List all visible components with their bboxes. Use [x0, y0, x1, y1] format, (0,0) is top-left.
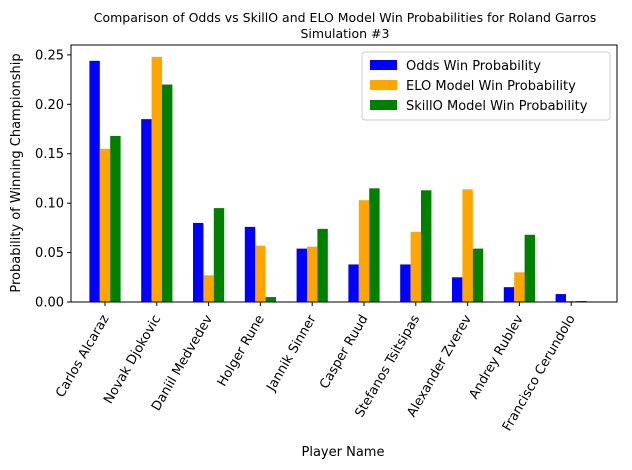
bar-1-1: [89, 60, 100, 302]
chart-subtitle: Simulation #3: [301, 26, 390, 41]
y-tick-label-4: 0.15: [35, 147, 64, 162]
x-tick-label-5: Jannik Sinner: [264, 312, 320, 395]
x-axis-label: Player Name: [302, 445, 385, 460]
x-tick-label-4: Holger Rune: [215, 313, 268, 390]
bar-3-7: [421, 190, 432, 302]
x-tick-label-1: Carlos Alcaraz: [53, 312, 112, 400]
plot-frame: [70, 44, 618, 303]
bar-1-2: [141, 119, 152, 302]
bar-2-4: [255, 245, 266, 302]
bar-1-4: [244, 226, 256, 302]
bar-3-9: [524, 234, 535, 302]
bar-1-6: [348, 264, 359, 302]
x-tick-label-2: Novak Djokovic: [101, 313, 164, 407]
bar-1-8: [452, 277, 463, 302]
legend-label-1: Odds Win Probability: [406, 59, 541, 74]
bar-2-7: [410, 231, 421, 302]
legend-box: [361, 51, 611, 121]
y-tick-label-6: 0.25: [35, 48, 64, 63]
bar-3-8: [472, 248, 484, 302]
bar-1-5: [296, 248, 307, 302]
y-tick-label-2: 0.05: [35, 246, 64, 261]
legend: Odds Win Probability ELO Model Win Probab…: [361, 51, 611, 121]
bar-3-2: [162, 84, 173, 302]
y-tick-label-1: 0.00: [35, 296, 64, 311]
bar-2-2: [151, 56, 162, 302]
y-tick-label-5: 0.20: [35, 98, 64, 113]
bar-3-1: [110, 135, 121, 302]
bar-2-5: [307, 246, 318, 302]
bar-1-3: [193, 222, 204, 302]
legend-swatch-3: [370, 100, 397, 110]
bar-1-9: [503, 287, 515, 302]
chart-title: Comparison of Odds vs SkillO and ELO Mod…: [94, 10, 597, 25]
y-tick-label-3: 0.10: [35, 197, 64, 212]
bar-3-5: [317, 228, 328, 302]
legend-swatch-2: [370, 80, 397, 90]
y-axis-label: Probability of Winning Championship: [9, 53, 24, 292]
bar-2-3: [203, 275, 214, 302]
bar-1-7: [400, 264, 411, 302]
bars-group: [89, 56, 587, 302]
bar-2-6: [358, 200, 370, 302]
x-tick-label-9: Andrey Rublev: [467, 312, 527, 402]
bar-2-9: [514, 272, 525, 302]
bar-3-3: [213, 208, 225, 302]
bar-3-6: [369, 188, 380, 302]
bar-1-10: [555, 294, 566, 302]
bar-2-8: [462, 189, 473, 302]
legend-label-2: ELO Model Win Probability: [406, 79, 576, 94]
y-axis: 0.00 0.05 0.10 0.15 0.20 0.25: [35, 48, 71, 311]
legend-swatch-1: [370, 60, 397, 70]
legend-label-3: SkillO Model Win Probability: [406, 99, 588, 114]
bar-3-4: [265, 297, 276, 302]
bar-2-1: [99, 148, 111, 302]
x-tick-label-6: Casper Ruud: [317, 313, 371, 392]
